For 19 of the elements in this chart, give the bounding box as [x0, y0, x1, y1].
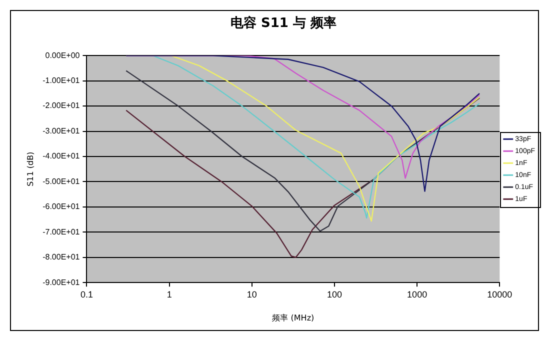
x-tick-label: 1 [166, 289, 172, 300]
x-tick-label: 100 [326, 289, 342, 300]
x-tick-label: 0.1 [80, 289, 93, 300]
y-axis-title: S11 (dB) [26, 152, 35, 186]
x-tick-label: 1000 [407, 289, 428, 300]
y-tick-label: -3.00E+01 [42, 126, 80, 136]
x-tick-label: 10000 [487, 289, 512, 300]
x-axis-title: 频率 (MHz) [272, 313, 314, 322]
chart-title: 电容 S11 与 频率 [230, 15, 337, 32]
y-tick-label: -1.00E+01 [42, 76, 80, 86]
y-tick-label: -6.00E+01 [42, 202, 80, 212]
y-tick-label: -7.00E+01 [42, 227, 80, 236]
x-tick-label: 10 [246, 289, 257, 300]
y-tick-label: -8.00E+01 [42, 252, 80, 262]
y-tick-label: -2.00E+01 [42, 101, 80, 110]
y-tick-label: -9.00E+01 [42, 278, 80, 287]
y-tick-label: -5.00E+01 [42, 176, 80, 186]
y-tick-label: -4.00E+01 [42, 152, 80, 161]
y-tick-label: 0.00E+00 [45, 50, 80, 60]
